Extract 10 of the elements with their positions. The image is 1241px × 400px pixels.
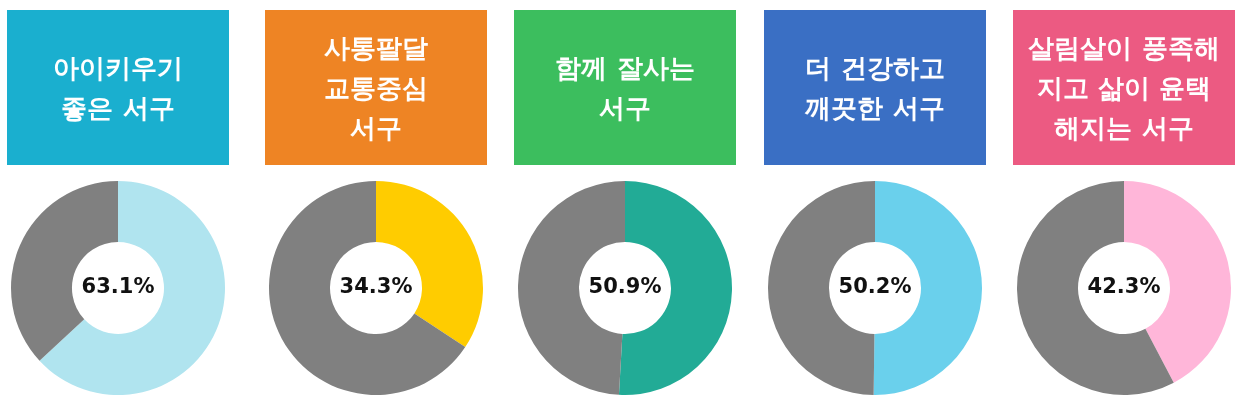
chart-title: 사통팔달 교통중심 서구 bbox=[265, 10, 487, 165]
data-label: 63.1% bbox=[81, 274, 155, 299]
chart-title: 더 건강하고 깨끗한 서구 bbox=[764, 10, 986, 165]
chart-title: 아이키우기 좋은 서구 bbox=[7, 10, 229, 165]
data-label: 34.3% bbox=[339, 274, 413, 299]
data-label: 42.3% bbox=[1087, 274, 1161, 299]
data-label: 50.9% bbox=[588, 274, 662, 299]
data-label: 50.2% bbox=[838, 274, 912, 299]
chart-title: 살림살이 풍족해 지고 삶이 윤택 해지는 서구 bbox=[1013, 10, 1235, 165]
chart-title: 함께 잘사는 서구 bbox=[514, 10, 736, 165]
